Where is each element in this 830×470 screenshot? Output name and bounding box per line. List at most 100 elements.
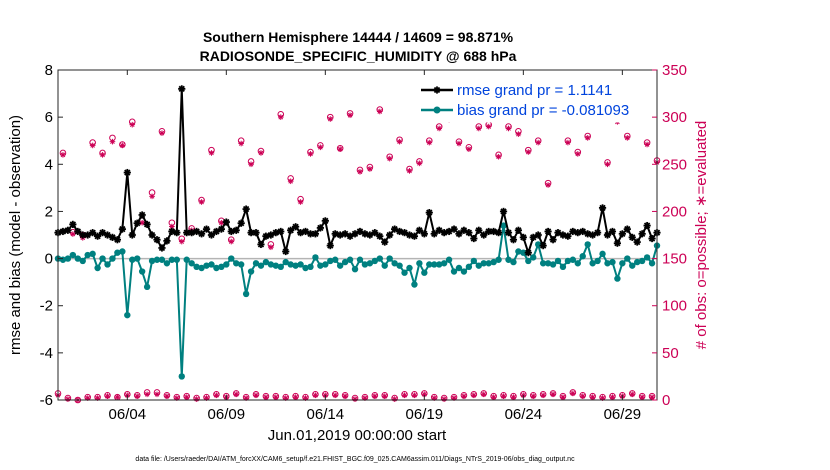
- evaluated-obs-marker: [198, 199, 205, 205]
- bias-point: [401, 269, 408, 276]
- y-right-tick-label: 250: [662, 156, 687, 173]
- rmse-point: [519, 233, 527, 241]
- bias-point: [614, 275, 621, 282]
- evaluated-obs-marker: [357, 169, 363, 175]
- bias-point: [629, 262, 636, 269]
- bias-point: [267, 261, 275, 268]
- bias-point: [247, 268, 255, 275]
- bias-series: [54, 222, 661, 380]
- rmse-point: [326, 242, 334, 250]
- rmse-point: [252, 229, 260, 237]
- rmse-point: [128, 231, 136, 239]
- bias-point: [312, 254, 319, 261]
- evaluated-obs-marker: [386, 155, 393, 162]
- rmse-point: [237, 219, 245, 227]
- y-right-tick-label: 200: [662, 203, 687, 220]
- bias-point: [119, 248, 126, 255]
- bias-point: [435, 261, 443, 268]
- bias-point: [346, 256, 354, 263]
- rmse-point: [480, 231, 488, 239]
- evaluated-obs-marker: [584, 135, 591, 141]
- bias-point: [332, 256, 339, 263]
- rmse-point: [425, 209, 433, 217]
- evaluated-obs-marker: [604, 161, 611, 168]
- bias-point: [168, 256, 176, 263]
- legend-rmse-marker: [433, 86, 441, 94]
- bias-point: [381, 262, 388, 269]
- evaluated-obs-marker: [475, 125, 482, 132]
- bias-point: [257, 262, 265, 269]
- rmse-point: [465, 229, 473, 237]
- evaluated-obs-marker: [490, 394, 497, 400]
- evaluated-obs-marker: [579, 393, 586, 400]
- bias-point: [237, 261, 245, 268]
- chart-title-line1: Southern Hemisphere 14444 / 14609 = 98.8…: [203, 29, 514, 45]
- bias-point: [490, 258, 497, 266]
- rmse-point: [158, 244, 166, 252]
- evaluated-obs-marker: [159, 130, 165, 136]
- rmse-point: [143, 220, 151, 228]
- y-left-tick-label: 0: [45, 251, 53, 268]
- bias-point: [148, 257, 156, 265]
- legend-bias-label: bias grand pr = -0.081093: [457, 102, 629, 119]
- rmse-point: [311, 230, 320, 238]
- bias-point: [426, 261, 433, 268]
- evaluated-obs-marker: [342, 393, 348, 400]
- evaluated-obs-marker: [505, 125, 512, 132]
- evaluated-obs-marker: [193, 396, 200, 402]
- evaluated-obs-marker: [495, 153, 502, 160]
- rmse-point: [232, 226, 240, 234]
- bias-point: [341, 258, 349, 266]
- bias-point: [544, 260, 552, 267]
- rmse-point: [183, 229, 191, 237]
- bias-point: [371, 257, 379, 265]
- evaluated-obs-marker: [312, 392, 319, 399]
- evaluated-obs-marker: [456, 140, 462, 147]
- rmse-point: [287, 226, 295, 234]
- rmse-point: [69, 220, 77, 228]
- evaluated-obs-marker: [401, 392, 408, 399]
- bias-point: [322, 261, 329, 268]
- bias-point: [485, 260, 492, 267]
- y-right-tick-label: 150: [662, 251, 687, 268]
- evaluated-obs-marker: [367, 166, 373, 172]
- rmse-point: [242, 205, 250, 213]
- bias-point: [638, 257, 646, 265]
- evaluated-obs-marker: [629, 391, 636, 398]
- bias-point: [223, 261, 230, 268]
- evaluated-obs-marker: [65, 396, 71, 402]
- evaluated-obs-marker: [238, 140, 244, 147]
- bias-point: [643, 254, 651, 261]
- evaluated-obs-marker: [287, 178, 294, 185]
- bias-point: [262, 258, 270, 266]
- evaluated-obs-marker: [426, 139, 433, 146]
- evaluated-obs-marker: [292, 394, 299, 400]
- rmse-point: [638, 230, 646, 238]
- bias-point: [619, 260, 626, 267]
- bias-point: [134, 255, 141, 262]
- bias-point: [609, 258, 616, 266]
- rmse-point: [321, 217, 329, 225]
- y-right-axis-ticks: 0 50 100 150 200 250 300 350: [652, 62, 687, 409]
- evaluated-obs-marker: [644, 141, 650, 148]
- evaluated-obs-marker: [347, 112, 353, 119]
- bias-point: [351, 265, 359, 273]
- rmse-point: [74, 227, 82, 236]
- rmse-point: [584, 230, 592, 238]
- bias-point: [361, 261, 369, 268]
- bias-point: [277, 263, 284, 271]
- evaluated-obs-marker: [109, 138, 116, 145]
- bias-point: [589, 260, 596, 267]
- bias-point: [495, 256, 502, 263]
- evaluated-obs-marker: [550, 391, 556, 398]
- bias-point: [79, 257, 86, 265]
- rmse-point: [499, 207, 508, 216]
- evaluated-obs-marker: [273, 394, 279, 400]
- evaluated-obs-marker: [129, 121, 136, 128]
- rmse-point: [643, 221, 651, 230]
- rmse-point: [509, 236, 518, 244]
- rmse-point: [207, 231, 216, 239]
- bias-point: [599, 250, 606, 258]
- bias-point: [84, 251, 91, 259]
- rmse-point: [197, 230, 206, 238]
